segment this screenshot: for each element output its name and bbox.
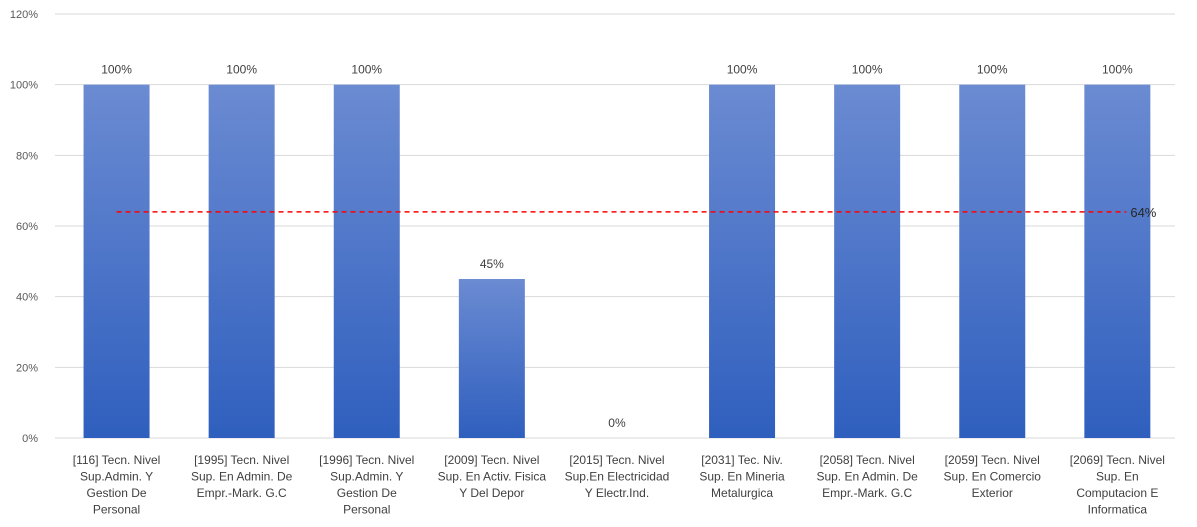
data-label: 100% xyxy=(1102,63,1133,77)
data-label: 45% xyxy=(480,257,504,271)
category-label: [2069] Tecn. Nivel Sup. En Computacion E In… xyxy=(1070,453,1165,517)
bar xyxy=(1084,84,1151,439)
category-label: [2009] Tecn. Nivel Sup. En Activ. Fisica Y… xyxy=(438,453,547,500)
data-label: 0% xyxy=(608,416,626,430)
y-tick-label: 40% xyxy=(16,292,38,304)
data-label: 100% xyxy=(226,63,257,77)
category-label: [2058] Tecn. Nivel Sup. En Admin. De Empr.… xyxy=(816,453,918,500)
bar xyxy=(458,279,525,438)
bar xyxy=(834,84,901,439)
bar xyxy=(709,84,776,439)
average-line-group: 64% xyxy=(116,205,1157,220)
y-tick-label: 60% xyxy=(16,221,38,233)
average-label: 64% xyxy=(1130,205,1156,220)
y-tick-label: 0% xyxy=(22,433,38,445)
y-axis-tick-labels: 0% 20% 40% 60% 80% 100% 120% xyxy=(10,9,38,445)
bar xyxy=(959,84,1026,439)
category-labels: [116] Tecn. Nivel Sup.Admin. Y Gestion De P… xyxy=(73,453,1165,517)
category-label: [2015] Tecn. Nivel Sup.En Electricidad Y E… xyxy=(565,453,670,500)
data-label: 100% xyxy=(727,63,758,77)
category-label: [1995] Tecn. Nivel Sup. En Admin. De Empr.… xyxy=(191,453,293,500)
data-label: 100% xyxy=(852,63,883,77)
bar xyxy=(333,84,400,439)
bar xyxy=(83,84,150,439)
category-label: [2031] Tec. Niv. Sup. En Mineria Metalurgi… xyxy=(699,453,785,500)
bar xyxy=(208,84,275,439)
category-label: [2059] Tecn. Nivel Sup. En Comercio Exteri… xyxy=(944,453,1042,500)
data-labels: 100% 100% 100% 45% 0% 100% 100% 100% 100% xyxy=(101,63,1133,430)
data-label: 100% xyxy=(977,63,1008,77)
y-tick-label: 100% xyxy=(10,80,38,92)
bars xyxy=(83,84,1151,439)
y-tick-label: 20% xyxy=(16,362,38,374)
y-tick-label: 80% xyxy=(16,150,38,162)
data-label: 100% xyxy=(101,63,132,77)
category-label: [116] Tecn. Nivel Sup.Admin. Y Gestion De P… xyxy=(73,453,161,517)
y-tick-label: 120% xyxy=(10,9,38,21)
category-label: [1996] Tecn. Nivel Sup.Admin. Y Gestion De… xyxy=(319,453,414,517)
data-label: 100% xyxy=(351,63,382,77)
